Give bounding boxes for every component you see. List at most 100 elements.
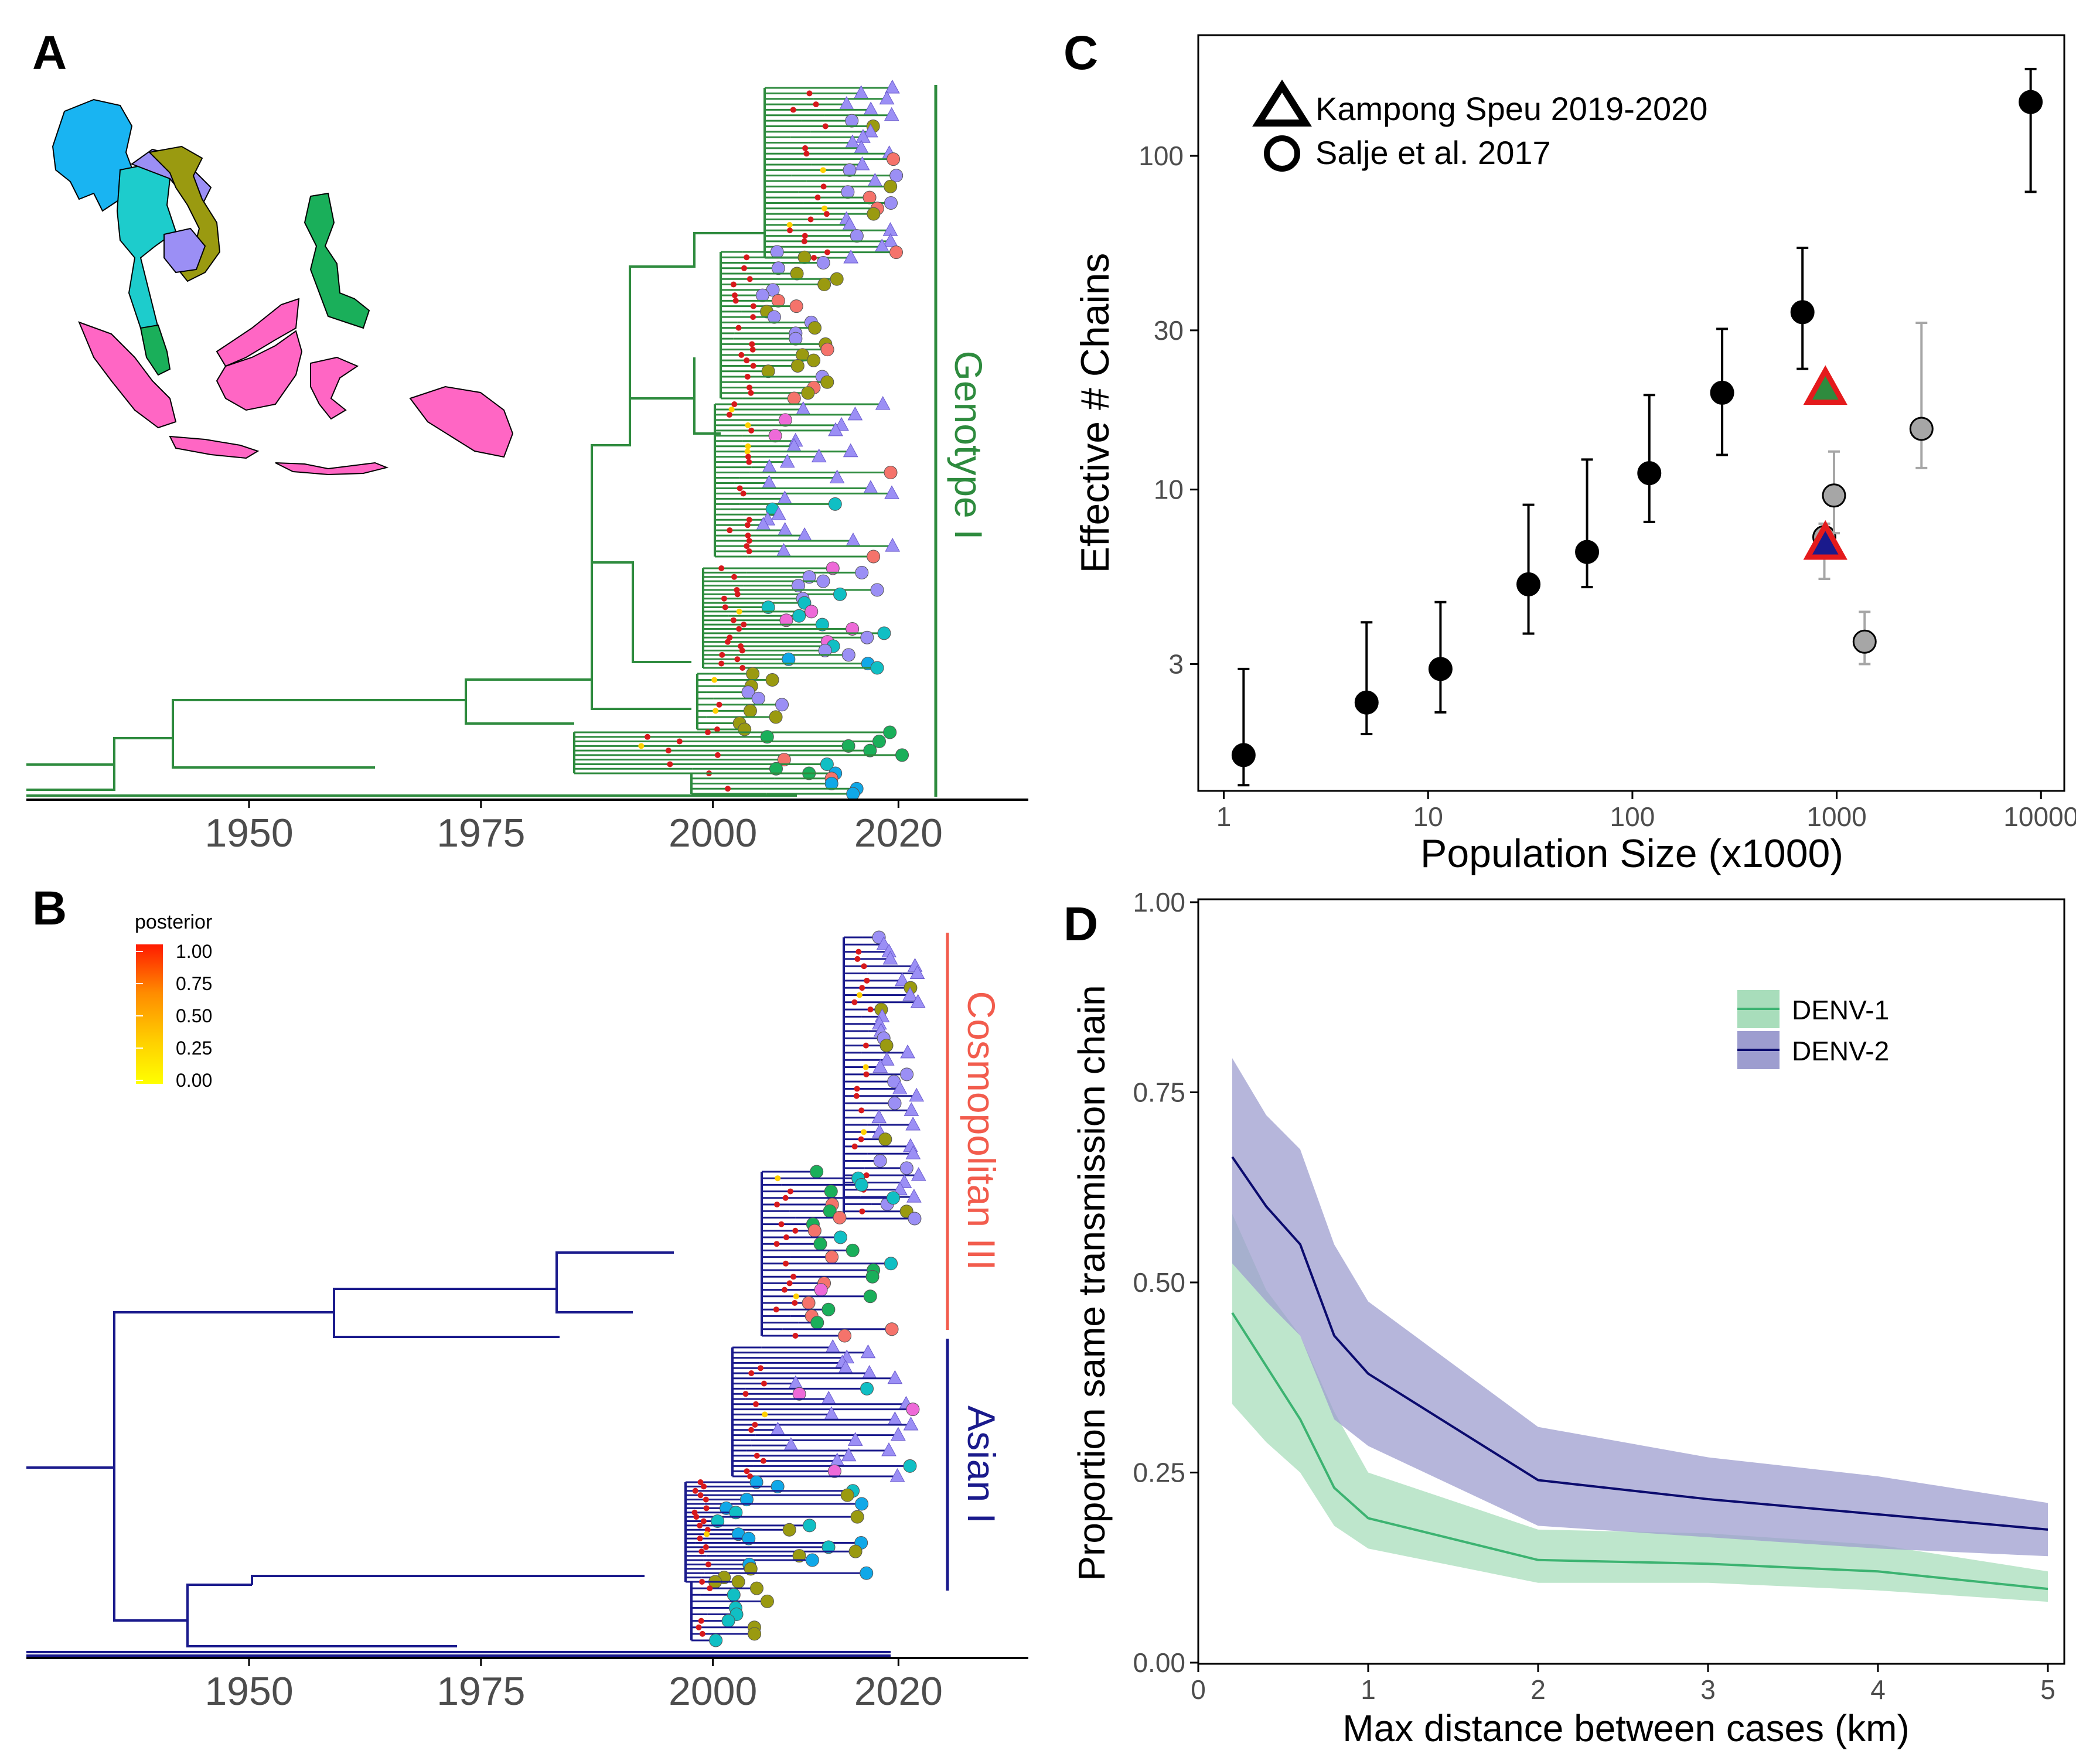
tree-tip: [782, 652, 796, 666]
tree-tip: [810, 1316, 824, 1330]
tree-tip: [863, 190, 877, 204]
tree-node: [793, 1293, 799, 1299]
tree-node: [724, 639, 731, 645]
tree-node: [746, 276, 753, 282]
phylogenetic-tree-b: [26, 930, 926, 1657]
tree-tip: [840, 1488, 854, 1502]
tree-tip: [810, 1165, 824, 1179]
tree-node: [801, 238, 807, 244]
tree-node: [699, 1630, 705, 1637]
tree-tip: [765, 673, 779, 687]
tree-tip: [824, 777, 838, 790]
tree-tip: [827, 1464, 841, 1478]
tree-tip: [889, 169, 904, 183]
tree-tip-triangle: [875, 395, 891, 410]
tree-node: [851, 1143, 858, 1149]
tree-node: [725, 786, 731, 792]
tree-tip: [813, 1237, 827, 1251]
legend-d: DENV-1 DENV-2: [1737, 990, 1889, 1069]
tree-node: [707, 1585, 713, 1592]
tree-node: [858, 1136, 864, 1142]
salje-point: [2019, 90, 2043, 114]
tree-node: [745, 443, 751, 449]
tree-tip: [885, 1322, 899, 1336]
tree-tip: [709, 1633, 723, 1647]
tree-node: [749, 346, 756, 353]
tree-node: [692, 1487, 698, 1494]
tree-tip: [845, 114, 859, 128]
salje-point: [1637, 461, 1662, 486]
tree-node: [728, 406, 735, 412]
tree-tip: [850, 229, 864, 243]
tree-tip: [791, 579, 805, 593]
x-tick-label-2000: 2000: [669, 1669, 757, 1714]
tree-tip: [818, 643, 832, 657]
y-tick-label-100: 100: [1138, 141, 1184, 171]
tree-tip: [731, 1575, 745, 1589]
tree-branch: [251, 1575, 645, 1585]
tree-node: [696, 1624, 702, 1630]
tree-tip-triangle: [884, 485, 899, 499]
tree-tip: [870, 661, 884, 675]
tree-node: [746, 459, 752, 465]
tree-node: [863, 1172, 870, 1179]
tree-tip: [769, 710, 783, 724]
tree-tip-triangle: [860, 1344, 876, 1359]
tree-node: [718, 660, 725, 667]
tree-node: [697, 1522, 703, 1528]
y-tick-label-1.00: 1.00: [1133, 887, 1185, 917]
tree-tip-triangle: [892, 1080, 908, 1094]
tree-node: [750, 363, 756, 369]
x-tick-label-1950: 1950: [204, 1669, 293, 1714]
x-tick-label-3: 3: [1700, 1674, 1716, 1705]
tree-node: [722, 604, 728, 610]
colorbar-tick-label: 0.25: [176, 1038, 212, 1059]
tree-tip: [744, 1562, 758, 1576]
tree-node: [782, 1195, 789, 1201]
tree-node: [716, 701, 722, 708]
x-tick-label-4: 4: [1870, 1674, 1886, 1705]
tree-node: [856, 992, 863, 998]
x-tick-label-1: 1: [1216, 801, 1232, 832]
tree-tip: [863, 743, 877, 758]
map-region-islands: [275, 462, 389, 476]
panel-b: posterior 1.00 0.75 0.50 0.25 0.00 Cosmopoli…: [26, 911, 1028, 1714]
tree-tip: [846, 1243, 860, 1257]
tree-node: [864, 977, 870, 984]
tree-node: [761, 1380, 767, 1387]
tree-node: [730, 617, 737, 623]
tree-tip: [790, 359, 805, 373]
tree-tip: [860, 1381, 874, 1395]
tree-tip: [850, 1510, 864, 1524]
tree-tip: [711, 1514, 725, 1528]
tree-tip: [884, 196, 898, 210]
tree-tip: [848, 1544, 863, 1558]
y-tick-label-0.00: 0.00: [1133, 1647, 1185, 1678]
panel-letter-a: A: [32, 26, 67, 80]
tree-tip-triangle: [847, 1432, 863, 1446]
tree-tip: [878, 1132, 892, 1147]
tree-node: [698, 1548, 705, 1555]
tree-tip-triangle: [891, 1427, 906, 1441]
tree-node: [676, 738, 683, 745]
tree-tip: [755, 288, 769, 302]
tree-node: [748, 390, 754, 396]
y-tick-label-30: 30: [1154, 315, 1184, 346]
tree-node: [774, 1202, 780, 1207]
tree-tip-triangle: [885, 538, 901, 552]
tree-tip: [825, 1250, 839, 1264]
tree-tip: [778, 413, 792, 427]
tree-tip: [846, 787, 860, 801]
tree-tip: [821, 1540, 836, 1554]
colorbar-tick-label: 0.00: [176, 1070, 212, 1091]
tree-tip: [889, 245, 903, 260]
tree-tip: [749, 1581, 763, 1595]
tree-node: [760, 1458, 766, 1464]
map-region-java: [169, 435, 260, 459]
tree-branch: [555, 1289, 633, 1313]
tree-node: [792, 1300, 798, 1306]
tree-tip-triangle: [771, 506, 786, 520]
tree-tip: [888, 1096, 902, 1110]
tree-tip: [826, 561, 840, 575]
tree-node: [746, 384, 753, 391]
